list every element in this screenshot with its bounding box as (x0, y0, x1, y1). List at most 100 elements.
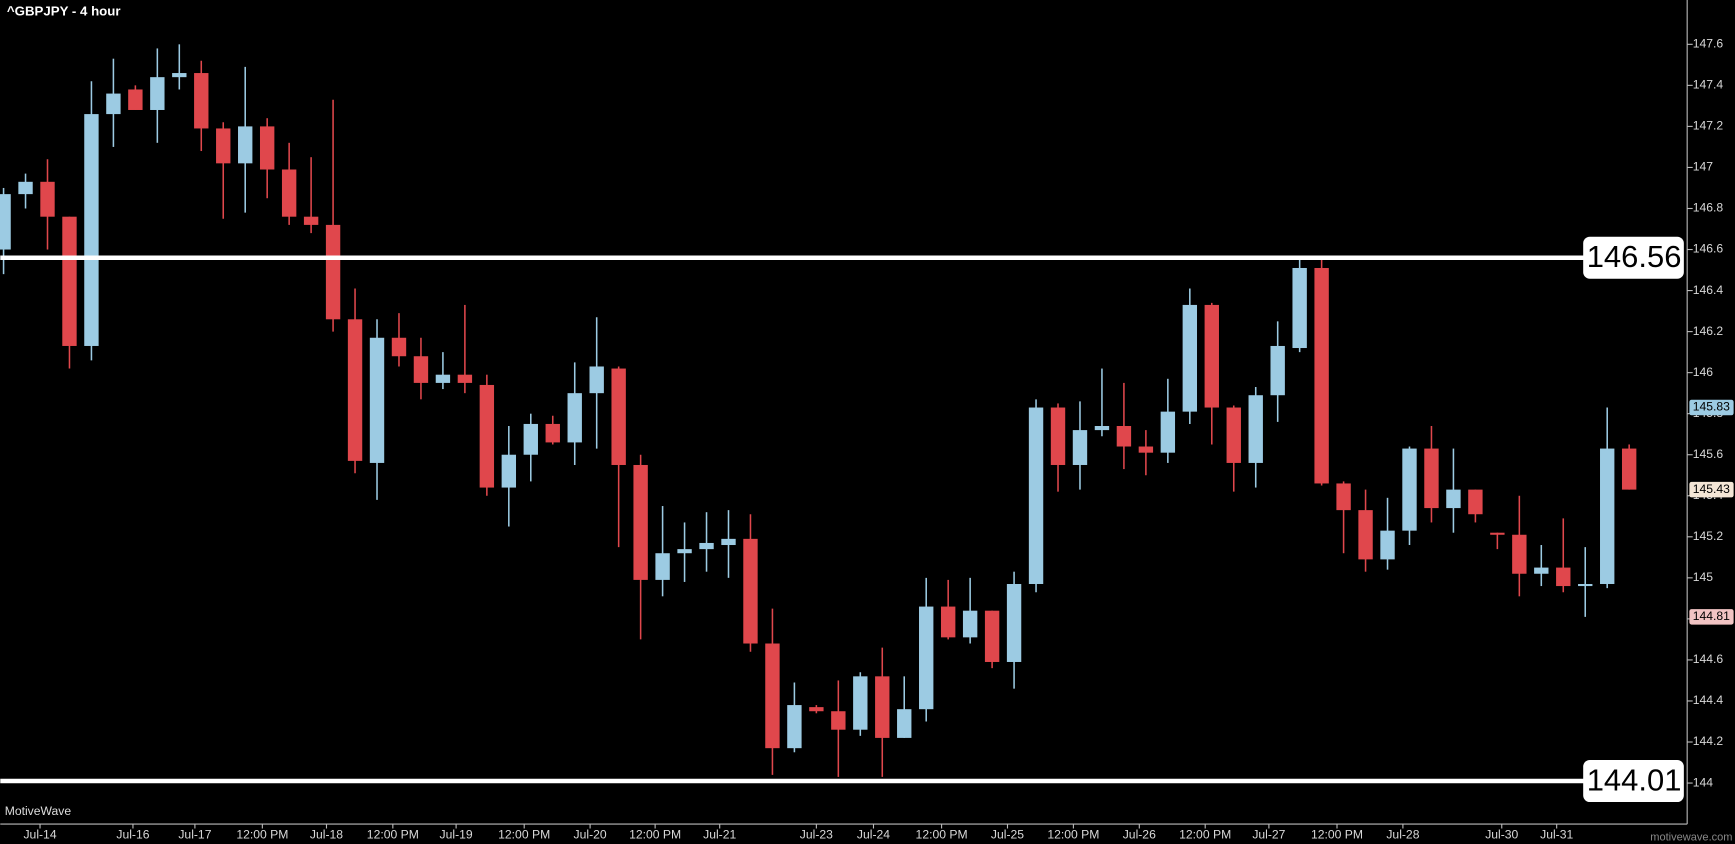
candle-body (1336, 483, 1351, 511)
candle-body (479, 384, 495, 488)
candle-body (875, 676, 890, 738)
candle-body (1006, 584, 1022, 662)
candle-body (962, 610, 978, 638)
y-tick-label: 145.2 (1693, 529, 1724, 543)
x-tick-label: Jul-18 (310, 827, 343, 841)
candle-body (391, 337, 407, 357)
candle-body (897, 709, 912, 738)
candle-body (325, 224, 341, 320)
y-tick-label: 147.2 (1693, 119, 1724, 133)
y-tick-label: 146 (1693, 365, 1714, 379)
candle-body (589, 366, 604, 394)
x-tick-label: Jul-24 (857, 827, 890, 841)
level-label: 146.56 (1587, 239, 1682, 274)
y-tick-label: 144 (1693, 775, 1714, 789)
candle-body (62, 216, 77, 346)
candle-body (0, 194, 11, 250)
candle-body (1512, 534, 1527, 574)
x-tick-label: 12:00 PM (916, 827, 968, 841)
x-tick-label: 12:00 PM (367, 827, 419, 841)
candle-body (1556, 567, 1571, 587)
candle-body (106, 93, 121, 115)
x-tick-label: Jul-28 (1386, 827, 1419, 841)
candle-body (1072, 430, 1088, 465)
candle-body (831, 711, 846, 730)
candle-body (457, 374, 473, 383)
price-tag-label: 145.83 (1693, 400, 1730, 414)
candle-body (501, 454, 517, 488)
candle-body (809, 707, 824, 712)
candle-body (194, 73, 209, 129)
x-tick-label: Jul-17 (178, 827, 211, 841)
y-tick-label: 144.4 (1693, 693, 1724, 707)
site-label: motivewave.com (1650, 831, 1732, 843)
candle-body (1270, 345, 1285, 396)
level-label-box (1583, 236, 1684, 279)
candle-body (150, 77, 165, 110)
candle-body (347, 319, 363, 461)
x-tick-label: 12:00 PM (236, 827, 288, 841)
candle-body (1292, 267, 1307, 349)
candle-body (545, 423, 560, 443)
chart-title: ^GBPJPY - 4 hour (7, 4, 121, 19)
price-tag-label: 144.81 (1693, 609, 1730, 623)
y-tick-label: 146.2 (1693, 324, 1724, 338)
price-tag (1689, 399, 1734, 416)
x-tick-label: Jul-27 (1252, 827, 1285, 841)
x-tick-label: 12:00 PM (1311, 827, 1363, 841)
candle-body (721, 538, 736, 546)
y-tick-label: 145.6 (1693, 447, 1724, 461)
candle-body (611, 368, 626, 465)
candle-body (216, 128, 231, 164)
candle-body (172, 73, 187, 78)
candle-body (1358, 510, 1373, 560)
candle-body (128, 89, 143, 110)
candle-body (1578, 584, 1593, 587)
candle-body (1094, 425, 1110, 431)
x-tick-label: Jul-23 (800, 827, 833, 841)
candle-body (1116, 425, 1132, 447)
candle-body (1160, 411, 1176, 453)
candle-body (40, 181, 55, 217)
price-tag (1689, 609, 1734, 625)
candle-body (1621, 448, 1637, 490)
candle-body (940, 606, 956, 638)
candle-body (1226, 407, 1241, 463)
candle-body (281, 169, 297, 217)
price-tag (1689, 481, 1734, 498)
candle-body (1424, 448, 1439, 509)
price-tag-label: 145.43 (1693, 482, 1730, 496)
candle-body (765, 643, 780, 749)
candle-body (1534, 567, 1549, 574)
y-tick-label: 146.4 (1693, 283, 1724, 297)
candle-body (1248, 395, 1263, 463)
candle-body (1204, 304, 1219, 408)
candle-body (369, 337, 385, 463)
candle-body (1600, 448, 1615, 585)
y-tick-label: 144.2 (1693, 734, 1724, 748)
candle-body (84, 114, 99, 346)
candle-body (1050, 407, 1066, 465)
x-tick-label: Jul-20 (574, 827, 607, 841)
candle-body (413, 356, 429, 383)
candle-body (1314, 267, 1329, 484)
x-tick-label: Jul-25 (991, 827, 1024, 841)
x-tick-label: 12:00 PM (498, 827, 550, 841)
x-tick-label: 12:00 PM (1179, 827, 1231, 841)
candle-body (1138, 446, 1154, 453)
candle-body (677, 549, 692, 554)
candle-body (1380, 530, 1395, 560)
y-tick-label: 144.6 (1693, 652, 1724, 666)
x-tick-label: 12:00 PM (629, 827, 681, 841)
candle-body (259, 126, 275, 170)
candle-body (1182, 304, 1198, 412)
x-tick-label: Jul-31 (1540, 827, 1573, 841)
y-tick-label: 146.6 (1693, 242, 1724, 256)
candle-body (655, 553, 670, 580)
candle-body (633, 464, 648, 580)
x-tick-label: 12:00 PM (1047, 827, 1099, 841)
x-tick-label: Jul-30 (1485, 827, 1518, 841)
candle-body (435, 374, 451, 383)
